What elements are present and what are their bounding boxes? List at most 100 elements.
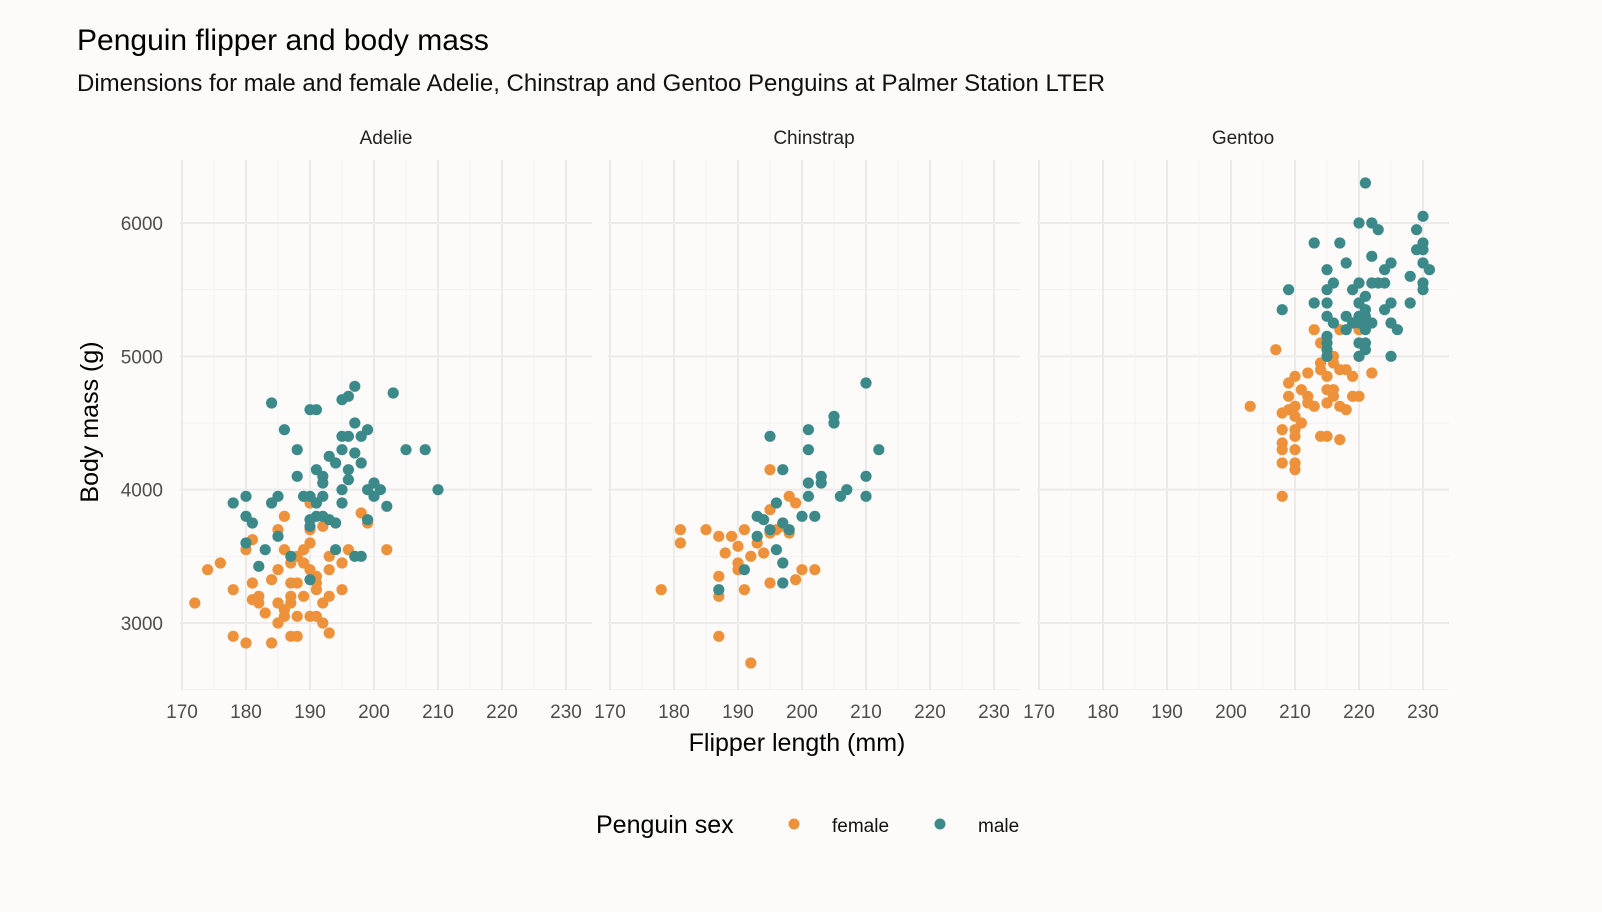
y-tick-label: 3000 <box>121 614 163 635</box>
data-point <box>304 520 316 532</box>
series-male <box>1276 177 1435 362</box>
data-point <box>310 404 322 416</box>
data-point <box>732 540 744 552</box>
data-point <box>802 490 815 502</box>
data-point <box>1289 464 1301 476</box>
data-point <box>432 484 444 496</box>
facet-chinstrap: Chinstrap 170 180 190 200 210 220 230 <box>594 128 1020 723</box>
data-point <box>214 557 226 569</box>
data-point <box>1366 317 1378 329</box>
legend: Penguin sex female male <box>596 811 1019 839</box>
data-point <box>770 544 783 556</box>
data-point <box>802 477 815 489</box>
data-point <box>317 617 329 629</box>
data-point <box>227 497 239 509</box>
facet-panels: Adelie 170 180 190 200 210 220 230 3000 4000 5000 6… <box>121 128 1449 723</box>
series-female <box>1244 324 1378 502</box>
data-point <box>419 444 431 456</box>
data-point <box>298 590 310 602</box>
data-point <box>342 390 354 402</box>
x-tick-label: 210 <box>850 702 882 723</box>
data-point <box>291 444 303 456</box>
data-point <box>336 497 348 509</box>
data-point <box>1391 324 1403 336</box>
data-point <box>374 484 386 496</box>
x-tick-label: 210 <box>1279 702 1311 723</box>
x-tick-label: 190 <box>1151 702 1183 723</box>
data-point <box>713 584 725 596</box>
data-point <box>758 514 770 526</box>
data-point <box>1321 350 1333 362</box>
data-point <box>272 564 284 576</box>
legend-female-swatch <box>788 818 800 830</box>
data-point <box>1359 177 1371 189</box>
data-point <box>1411 224 1423 236</box>
data-point <box>809 564 821 576</box>
data-point <box>1404 297 1416 309</box>
x-tick-label: 230 <box>550 702 582 723</box>
data-point <box>1295 417 1307 429</box>
data-point <box>1327 317 1339 329</box>
series-male <box>227 380 444 586</box>
data-point <box>330 517 342 529</box>
data-point <box>349 417 361 429</box>
data-point <box>1289 430 1301 442</box>
data-point <box>1423 264 1435 276</box>
data-point <box>1289 370 1301 382</box>
data-point <box>751 530 763 542</box>
data-point <box>259 607 271 619</box>
data-point <box>1289 444 1301 456</box>
data-point <box>1417 284 1429 296</box>
data-point <box>336 584 348 596</box>
data-point <box>674 537 687 549</box>
data-point <box>841 484 853 496</box>
data-point <box>1340 257 1352 269</box>
x-tick-label: 180 <box>1087 702 1119 723</box>
data-point <box>1385 350 1397 362</box>
data-point <box>253 560 265 572</box>
data-point <box>342 474 354 486</box>
data-point <box>764 577 776 589</box>
data-point <box>1321 430 1333 442</box>
data-point <box>726 530 738 542</box>
data-point <box>719 547 731 559</box>
data-point <box>349 380 361 392</box>
data-point <box>764 430 776 442</box>
data-point <box>240 537 252 549</box>
x-tick-label: 200 <box>1215 702 1247 723</box>
data-point <box>745 550 757 562</box>
data-point <box>770 497 783 509</box>
data-point <box>738 584 751 596</box>
data-point <box>317 477 329 489</box>
data-point <box>1379 277 1391 289</box>
data-point <box>1359 290 1371 302</box>
x-tick-label: 190 <box>294 702 326 723</box>
data-point <box>777 464 789 476</box>
data-point <box>1244 400 1256 412</box>
data-point <box>189 597 201 609</box>
data-point <box>1417 210 1429 222</box>
data-point <box>738 564 751 576</box>
data-point <box>291 577 303 589</box>
data-point <box>1308 324 1320 336</box>
data-point <box>336 444 348 456</box>
data-point <box>860 470 872 482</box>
data-point <box>266 574 278 586</box>
y-axis-title: Body mass (g) <box>76 341 104 502</box>
data-point <box>713 570 725 582</box>
x-tick-label: 230 <box>978 702 1010 723</box>
data-point <box>355 550 367 562</box>
data-point <box>1404 270 1416 282</box>
data-point <box>802 424 815 436</box>
data-point <box>278 510 290 522</box>
data-point <box>1308 400 1320 412</box>
data-point <box>310 584 322 596</box>
data-point <box>1308 237 1320 249</box>
data-point <box>381 544 393 556</box>
x-tick-label: 200 <box>786 702 818 723</box>
data-point <box>873 444 885 456</box>
data-point <box>1334 434 1346 446</box>
data-point <box>342 430 354 442</box>
data-point <box>1385 257 1397 269</box>
